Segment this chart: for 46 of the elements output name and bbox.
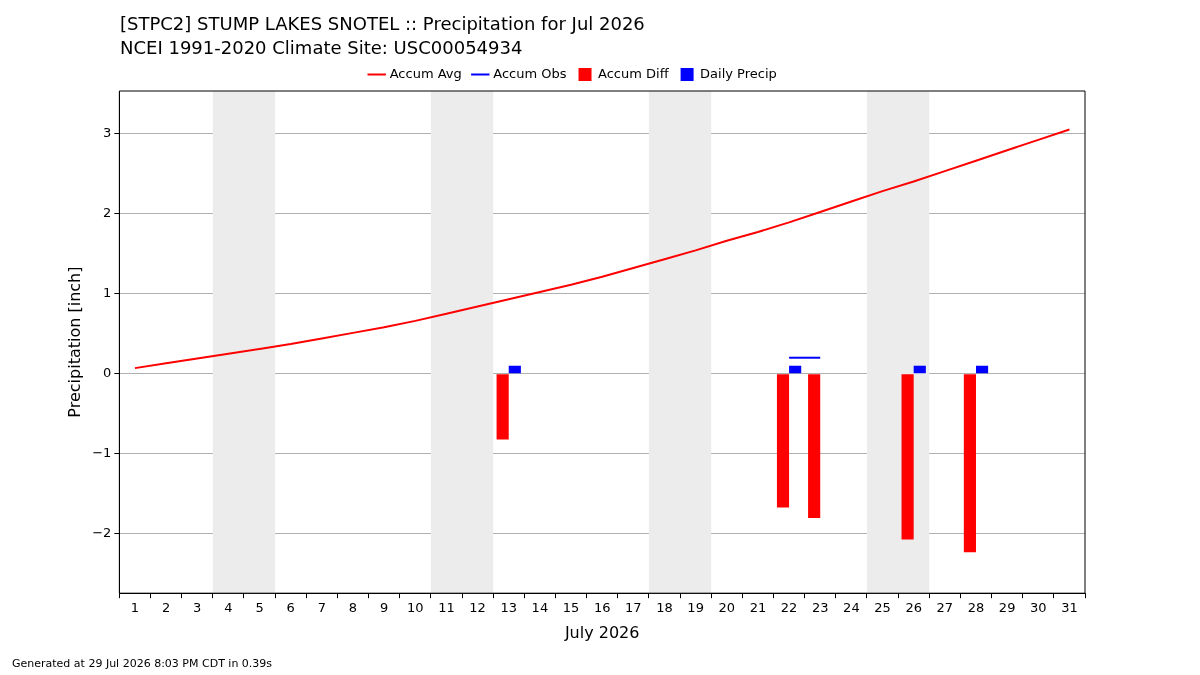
text: Generated at 29 Jul 2026 8:03 PM CDT in 0.39s [12, 657, 273, 670]
legend-label: Accum Obs [493, 65, 567, 81]
chart-subtitle: NCEI 1991-2020 Climate Site: USC00054934 [120, 36, 524, 60]
x-axis-title: July 2026 [563, 622, 640, 642]
x-tick-label: 25 [874, 600, 891, 616]
legend-label: Accum Diff [598, 65, 670, 81]
x-tick-label: 27 [936, 600, 954, 616]
y-tick-label: −2 [92, 525, 112, 541]
y-tick-label: −1 [92, 445, 112, 461]
x-tick-label: 22 [780, 600, 798, 616]
x-tick-label: 19 [687, 600, 704, 616]
x-tick-label: 28 [967, 600, 985, 616]
x-tick-label: 3 [193, 600, 202, 616]
x-tick-label: 8 [348, 600, 358, 616]
y-axis-title: Precipitation [inch] [64, 266, 84, 418]
x-tick-label: 24 [843, 600, 860, 616]
x-tick-label: 12 [469, 600, 486, 616]
chart-title: [STPC2] STUMP LAKES SNOTEL :: Precipitation for Jul 2026 [120, 12, 645, 36]
x-tick-label: 17 [625, 600, 642, 616]
x-tick-label: 4 [224, 600, 233, 616]
x-tick-label: 21 [749, 600, 767, 616]
y-tick-label: 0 [103, 365, 112, 381]
x-tick-label: 30 [1030, 600, 1047, 616]
x-tick-label: 31 [1061, 600, 1078, 616]
x-tick-label: 10 [407, 600, 424, 616]
x-tick-label: 14 [531, 600, 549, 616]
x-tick-label: 9 [379, 600, 389, 616]
x-tick-label: 26 [905, 600, 922, 616]
x-tick-label: 29 [998, 600, 1016, 616]
x-tick-label: 6 [286, 600, 295, 616]
x-tick-label: 20 [718, 600, 736, 616]
x-tick-label: 18 [656, 600, 673, 616]
x-tick-label: 23 [811, 600, 829, 616]
legend-label: Accum Avg [389, 65, 462, 81]
y-tick-label: 2 [103, 204, 112, 220]
legend-label: Daily Precip [700, 65, 777, 81]
x-tick-label: 1 [130, 600, 140, 616]
x-tick-label: 15 [562, 600, 580, 616]
x-tick-label: 2 [161, 600, 171, 616]
x-tick-label: 11 [438, 600, 455, 616]
x-tick-label: 16 [593, 600, 611, 616]
x-tick-label: 5 [255, 600, 264, 616]
x-tick-label: 13 [500, 600, 518, 616]
y-tick-label: 3 [103, 124, 112, 140]
x-tick-label: 7 [317, 600, 326, 616]
y-tick-label: 1 [103, 285, 112, 301]
